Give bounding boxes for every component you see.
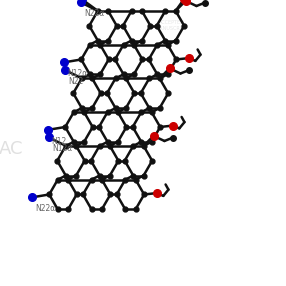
Text: AC: AC [0, 140, 24, 158]
Text: N12: N12 [51, 137, 67, 146]
Text: N22: N22 [68, 77, 83, 86]
Text: N22α: N22α [84, 9, 104, 18]
Text: N12α: N12α [52, 144, 72, 153]
Text: N22α: N22α [35, 204, 56, 213]
Text: N12α: N12α [67, 69, 88, 78]
Text: ACCEPTED
MANUSCRIPT: ACCEPTED MANUSCRIPT [156, 20, 188, 31]
